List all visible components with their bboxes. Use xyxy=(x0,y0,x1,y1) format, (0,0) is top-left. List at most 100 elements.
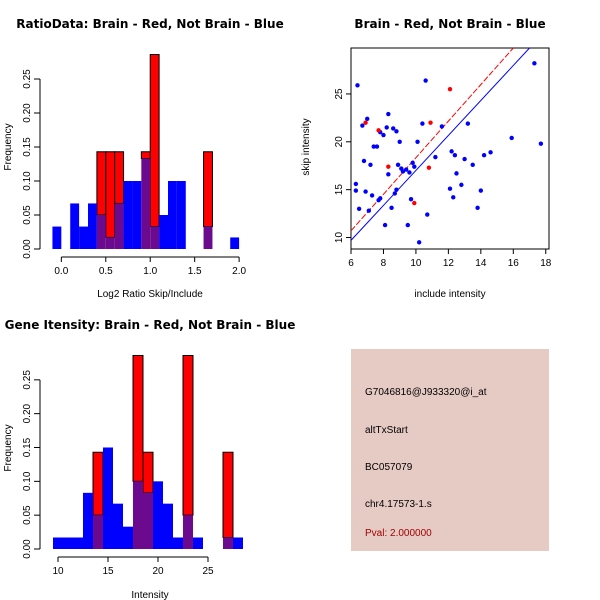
scatter-blue-point xyxy=(459,182,464,188)
ratio-x-tick-label: 0.0 xyxy=(54,266,68,277)
scatter-blue-point xyxy=(397,139,402,144)
gene-blue-bars xyxy=(53,447,243,549)
scatter-y-tick-label: 15 xyxy=(334,184,345,196)
scatter-blue-point xyxy=(470,162,475,167)
gene-red-bar xyxy=(132,354,144,482)
scatter-blue-point xyxy=(408,197,414,202)
scatter-x-tick-label: 18 xyxy=(540,258,552,269)
scatter-blue-point xyxy=(475,205,480,211)
scatter-axes: 6 8 10 12 14 16 18 10 15 20 25 xyxy=(334,88,552,269)
ratio-x-tick-label: 0.5 xyxy=(99,266,113,277)
ratio-blue-bar xyxy=(230,237,240,249)
ratio-blue-bar xyxy=(168,181,177,249)
gene-blue-bar xyxy=(153,481,163,549)
ratio-x-axis-label: Log2 Ratio Skip/Include xyxy=(97,289,203,300)
gene-y-tick-label: 0.20 xyxy=(22,403,33,423)
gene-overlap-bar xyxy=(183,515,193,549)
scatter-red-point xyxy=(428,120,433,125)
gene-x-tick-label: 15 xyxy=(102,566,114,577)
scatter-blue-point xyxy=(381,132,386,138)
scatter-blue-point xyxy=(416,240,422,245)
gene-red-bar xyxy=(142,451,154,494)
ratio-red-bar xyxy=(140,151,151,160)
ratio-y-tick-label: 0.05 xyxy=(22,205,33,225)
gene-blue-bar xyxy=(63,537,73,549)
ratio-x-tick-label: 2.0 xyxy=(232,266,246,277)
scatter-blue-point xyxy=(378,196,383,201)
ratio-blue-bar xyxy=(123,181,133,249)
scatter-blue-point xyxy=(366,208,372,213)
scatter-blue-point xyxy=(355,83,360,88)
scatter-blue-point xyxy=(392,191,398,196)
scatter-blue-point xyxy=(465,121,471,126)
gene-blue-bar xyxy=(83,492,93,549)
scatter-blue-point xyxy=(394,187,399,192)
gene-red-bar xyxy=(182,354,194,516)
scatter-blue-point xyxy=(371,144,376,149)
scatter-blue-point xyxy=(407,170,412,175)
scatter-blue-point xyxy=(390,126,396,131)
ratio-y-tick-label: 0.00 xyxy=(22,239,33,259)
scatter-blue-point xyxy=(509,135,514,141)
scatter-blue-point xyxy=(410,160,415,166)
scatter-blue-point xyxy=(532,61,537,66)
scatter-red-point xyxy=(386,164,391,169)
ratio-red-bar xyxy=(203,151,213,228)
scatter-x-tick-label: 10 xyxy=(410,258,422,269)
gene-blue-bar xyxy=(123,526,133,549)
gene-x-tick-label: 20 xyxy=(152,566,164,577)
scatter-blue-point xyxy=(412,164,417,169)
gene-y-tick-label: 0.25 xyxy=(22,370,33,390)
scatter-plot: Brain - Red, Not Brain - Blue include in… xyxy=(301,17,552,300)
scatter-red-point xyxy=(376,128,381,133)
ratio-axes: 0.00 0.05 0.10 0.15 0.20 0.25 0.0 0.5 1.0 1.5 2.0 xyxy=(22,69,246,277)
pval-text: Pval: 2.000000 xyxy=(365,528,432,539)
ratio-overlap-bar xyxy=(141,158,151,249)
scatter-blue-point xyxy=(405,222,411,228)
gene-blue-bar xyxy=(103,447,113,549)
gene-chart-title: Gene Itensity: Brain - Red, Not Brain - … xyxy=(5,318,296,332)
ratio-chart-title: RatioData: Brain - Red, Not Brain - Blue xyxy=(16,17,283,31)
ratio-blue-bar xyxy=(88,203,97,249)
scatter-blue-point xyxy=(356,206,362,211)
scatter-x-axis-label: include intensity xyxy=(414,289,485,300)
scatter-blue-point xyxy=(452,153,458,158)
scatter-blue-point xyxy=(454,171,459,176)
ratio-overlap-bar xyxy=(105,237,115,249)
scatter-blue-point xyxy=(365,116,370,122)
gene-blue-bar xyxy=(173,537,183,549)
scatter-blue-point xyxy=(394,129,399,134)
ratio-x-tick-label: 1.0 xyxy=(143,266,157,277)
gene-blue-bar xyxy=(193,537,203,549)
scatter-blue-point xyxy=(360,123,365,128)
location-text: chr4.17573-1.s xyxy=(365,499,432,510)
gene-red-bar xyxy=(92,451,104,516)
accession-text: BC057079 xyxy=(365,462,413,473)
scatter-blue-point xyxy=(374,144,380,149)
scatter-blue-point xyxy=(462,156,467,162)
scatter-blue-point xyxy=(538,141,544,146)
scatter-red-point xyxy=(447,86,453,92)
gene-y-tick-label: 0.10 xyxy=(22,471,33,491)
gene-overlap-bar xyxy=(93,515,103,549)
ratio-y-axis-label: Frequency xyxy=(3,123,14,170)
ratio-blue-bar xyxy=(70,203,80,249)
scatter-blue-point xyxy=(369,193,375,198)
ratio-blue-bar xyxy=(132,181,142,249)
gene-x-axis-label: Intensity xyxy=(131,590,168,600)
scatter-blue-point xyxy=(403,167,409,172)
gene-blue-bar xyxy=(73,537,83,549)
scatter-blue-point xyxy=(389,205,394,211)
scatter-blue-point xyxy=(423,78,428,83)
scatter-blue-point xyxy=(353,188,359,193)
gene-y-tick-label: 0.15 xyxy=(22,437,33,457)
scatter-blue-point xyxy=(433,154,438,160)
gene-overlap-bar xyxy=(143,492,153,549)
scatter-blue-point xyxy=(368,162,373,167)
ratio-x-tick-label: 1.5 xyxy=(188,266,202,277)
gene-y-tick-label: 0.05 xyxy=(22,505,33,525)
ratio-overlap-bar xyxy=(150,226,160,249)
gene-x-tick-label: 10 xyxy=(52,566,64,577)
ratio-y-tick-label: 0.25 xyxy=(22,69,33,89)
